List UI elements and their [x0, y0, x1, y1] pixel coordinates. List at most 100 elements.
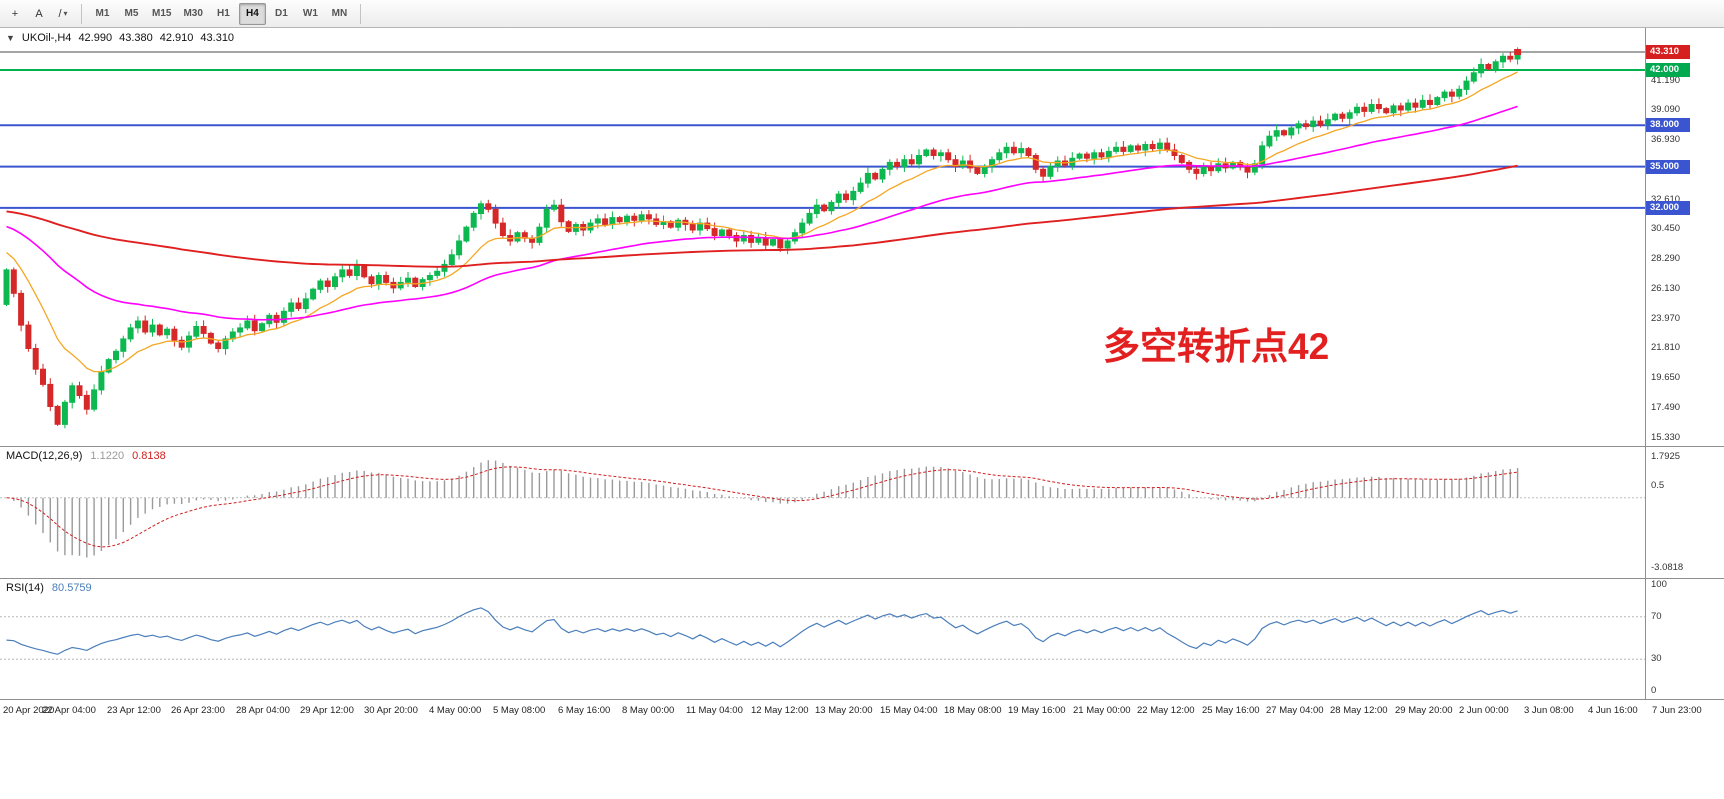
rsi-axis-tick: 30 [1651, 653, 1662, 665]
rsi-value: 80.5759 [51, 582, 92, 594]
rsi-axis[interactable]: 100 70 30 0 [1645, 579, 1724, 699]
time-label: 25 May 16:00 [1202, 705, 1260, 716]
macd-axis-tick: -3.0818 [1651, 561, 1684, 573]
price-tick: 26.130 [1651, 282, 1681, 294]
time-label: 19 May 16:00 [1008, 705, 1066, 716]
chevron-down-icon: ▼ [6, 33, 15, 43]
trading-terminal-window: + A / ▾ M1 M5 M15 M30 H1 H4 D1 W1 MN ▼ UKOil-,H4 42… [0, 0, 1724, 722]
macd-title: MACD(12,26,9) [6, 450, 83, 462]
time-label: 30 Apr 20:00 [364, 705, 418, 716]
drawing-tools-group: + A / ▾ [4, 3, 74, 25]
timeframe-m1-button[interactable]: M1 [95, 8, 110, 19]
timeframe-m15-button[interactable]: M15 [152, 8, 172, 19]
price-tick: 21.810 [1651, 342, 1681, 354]
macd-axis[interactable]: 1.7925 0.5 -3.0818 [1645, 447, 1724, 578]
chart-annotation-text: 多空转折点42 [1103, 326, 1330, 367]
timeframe-m5-button[interactable]: M5 [124, 8, 139, 19]
hline-price-badge: 42.000 [1646, 63, 1690, 78]
time-label: 28 May 12:00 [1330, 705, 1388, 716]
price-tick: 39.090 [1651, 104, 1681, 116]
macd-main-value: 1.1220 [90, 450, 125, 462]
macd-header: MACD(12,26,9) 1.1220 0.8138 [6, 450, 166, 462]
time-label: 29 Apr 12:00 [300, 705, 354, 716]
price-tick: 19.650 [1651, 372, 1681, 384]
macd-axis-tick: 1.7925 [1651, 451, 1681, 462]
time-label: 4 May 00:00 [429, 705, 482, 716]
ohlc-close: 43.310 [200, 32, 235, 44]
macd-panel: MACD(12,26,9) 1.1220 0.8138 1.7925 0.5 -3.… [0, 447, 1724, 579]
rsi-canvas[interactable] [0, 579, 1645, 699]
time-label: 21 May 00:00 [1073, 705, 1131, 716]
macd-canvas[interactable] [0, 447, 1645, 578]
price-tick: 30.450 [1651, 223, 1681, 235]
ma-mid-line [6, 105, 1518, 321]
ohlc-low: 42.910 [159, 32, 194, 44]
timeframe-m30-button[interactable]: M30 [183, 8, 203, 19]
price-chart-canvas[interactable] [0, 28, 1645, 446]
toolbar-separator [81, 3, 82, 24]
macd-signal-value: 0.8138 [132, 450, 166, 462]
timeframe-h1-button[interactable]: H1 [217, 8, 230, 19]
price-tick: 15.330 [1651, 431, 1681, 443]
timeframe-w1-button[interactable]: W1 [302, 8, 318, 19]
timeframe-buttons-group: M1 M5 M15 M30 H1 H4 D1 W1 MN [89, 2, 353, 25]
macd-signal-line [6, 466, 1518, 548]
time-label: 12 May 12:00 [751, 705, 809, 716]
ma-fast-line [6, 71, 1518, 373]
time-label: 8 May 00:00 [622, 705, 675, 716]
time-label: 5 May 08:00 [493, 705, 546, 716]
price-chart-panel: ▼ UKOil-,H4 42.990 43.380 42.910 43.310 … [0, 28, 1724, 447]
price-tick: 41.190 [1651, 75, 1681, 87]
toolbar-separator [359, 3, 361, 24]
time-label: 26 Apr 23:00 [171, 705, 225, 716]
crosshair-icon[interactable]: + [11, 7, 19, 20]
time-label: 11 May 04:00 [686, 705, 743, 716]
time-label: 28 Apr 04:00 [236, 705, 290, 716]
rsi-panel: RSI(14) 80.5759 100 70 30 0 [0, 579, 1724, 700]
price-tick: 32.610 [1651, 193, 1681, 205]
time-label: 15 May 04:00 [880, 705, 938, 716]
last-price-marker [1514, 49, 1522, 55]
time-label: 6 May 16:00 [558, 705, 611, 716]
time-label: 20 Apr 2020 [3, 705, 55, 716]
rsi-line [6, 607, 1518, 655]
ohlc-open: 42.990 [78, 32, 113, 44]
time-label: 4 Jun 16:00 [1588, 705, 1638, 716]
ma-slow-line [6, 164, 1518, 268]
hline-price-badge: 38.000 [1646, 118, 1690, 133]
chart-window: ▼ UKOil-,H4 42.990 43.380 42.910 43.310 … [0, 28, 1724, 722]
horizontal-lines [0, 69, 1645, 209]
price-tick: 36.930 [1651, 133, 1681, 145]
chevron-down-icon: ▾ [63, 9, 68, 18]
time-axis[interactable]: 20 Apr 2020 22 Apr 04:00 23 Apr 12:00 26 Ap… [0, 700, 1724, 722]
price-axis[interactable]: 41.190 39.090 36.930 32.610 30.450 28.290 26.1… [1645, 28, 1724, 446]
rsi-axis-tick: 0 [1651, 685, 1657, 696]
hline-price-badge: 32.000 [1646, 200, 1690, 215]
time-label: 3 Jun 08:00 [1524, 705, 1574, 716]
top-toolbar: + A / ▾ M1 M5 M15 M30 H1 H4 D1 W1 MN [0, 0, 1724, 28]
draw-shapes-icon[interactable]: / ▾ [58, 7, 68, 20]
time-label: 2 Jun 00:00 [1459, 705, 1509, 716]
time-label: 7 Jun 23:00 [1652, 705, 1702, 716]
time-label: 22 May 12:00 [1137, 705, 1195, 716]
text-label-icon[interactable]: A [35, 7, 43, 20]
macd-histogram [13, 460, 1519, 558]
symbol-name: UKOil-,H4 [21, 32, 72, 44]
rsi-header: RSI(14) 80.5759 [6, 582, 92, 594]
time-label: 23 Apr 12:00 [107, 705, 161, 716]
hline-price-badge: 35.000 [1646, 159, 1690, 174]
time-label: 18 May 08:00 [944, 705, 1002, 716]
price-tick: 28.290 [1651, 253, 1681, 265]
rsi-title: RSI(14) [6, 582, 44, 594]
ohlc-high: 43.380 [119, 32, 153, 44]
timeframe-mn-button[interactable]: MN [331, 8, 348, 19]
timeframe-h4-button[interactable]: H4 [238, 2, 266, 25]
last-price-badge: 43.310 [1646, 44, 1690, 59]
time-label: 29 May 20:00 [1395, 705, 1453, 716]
rsi-axis-tick: 70 [1651, 610, 1662, 622]
timeframe-d1-button[interactable]: D1 [275, 8, 288, 19]
rsi-axis-tick: 100 [1651, 579, 1667, 590]
chart-ohlc-header: ▼ UKOil-,H4 42.990 43.380 42.910 43.310 [6, 32, 234, 44]
macd-axis-tick: 0.5 [1651, 480, 1665, 492]
time-label: 13 May 20:00 [815, 705, 873, 716]
